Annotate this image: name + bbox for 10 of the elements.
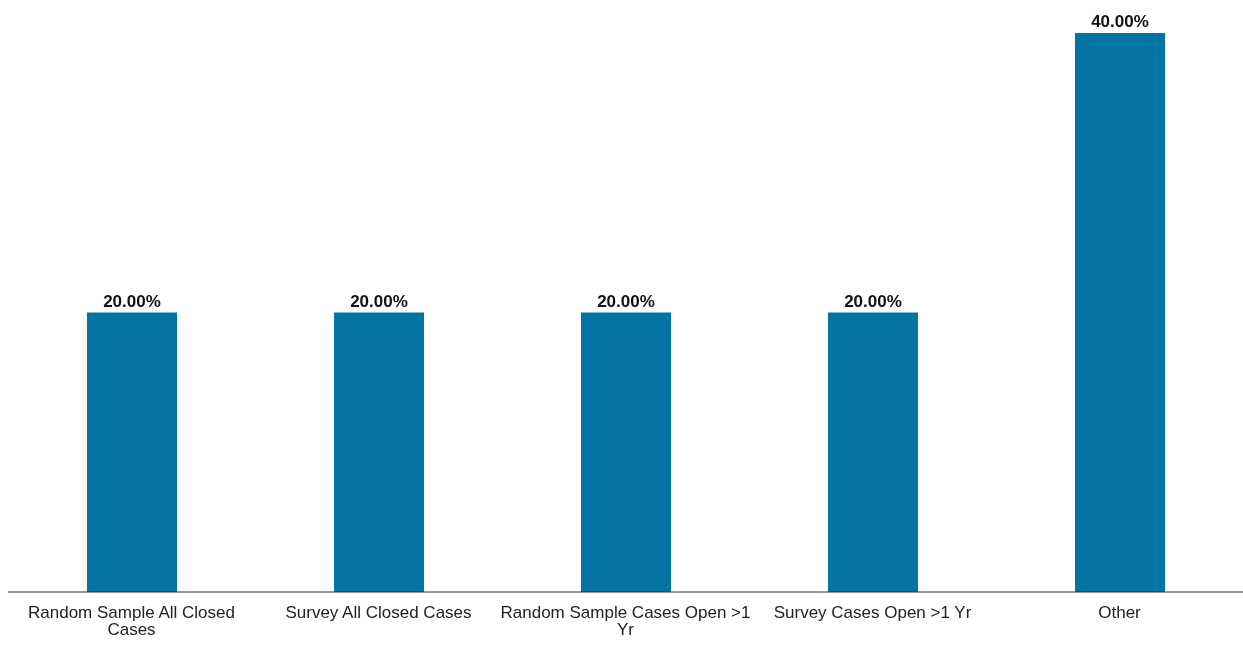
- data-label: 20.00%: [844, 291, 902, 311]
- data-label: 40.00%: [1091, 12, 1149, 31]
- data-label: 20.00%: [350, 291, 408, 311]
- data-label: 20.00%: [597, 291, 655, 311]
- x-tick-label: Random Sample All Closed Cases: [28, 603, 235, 640]
- x-tick-label: Random Sample Cases Open >1 Yr: [500, 603, 751, 640]
- x-tick-label: Survey All Closed Cases: [285, 603, 472, 623]
- x-tick-label: Other: [1098, 603, 1142, 623]
- x-tick-label: Survey Cases Open >1 Yr: [773, 603, 972, 623]
- data-label: 20.00%: [103, 291, 161, 311]
